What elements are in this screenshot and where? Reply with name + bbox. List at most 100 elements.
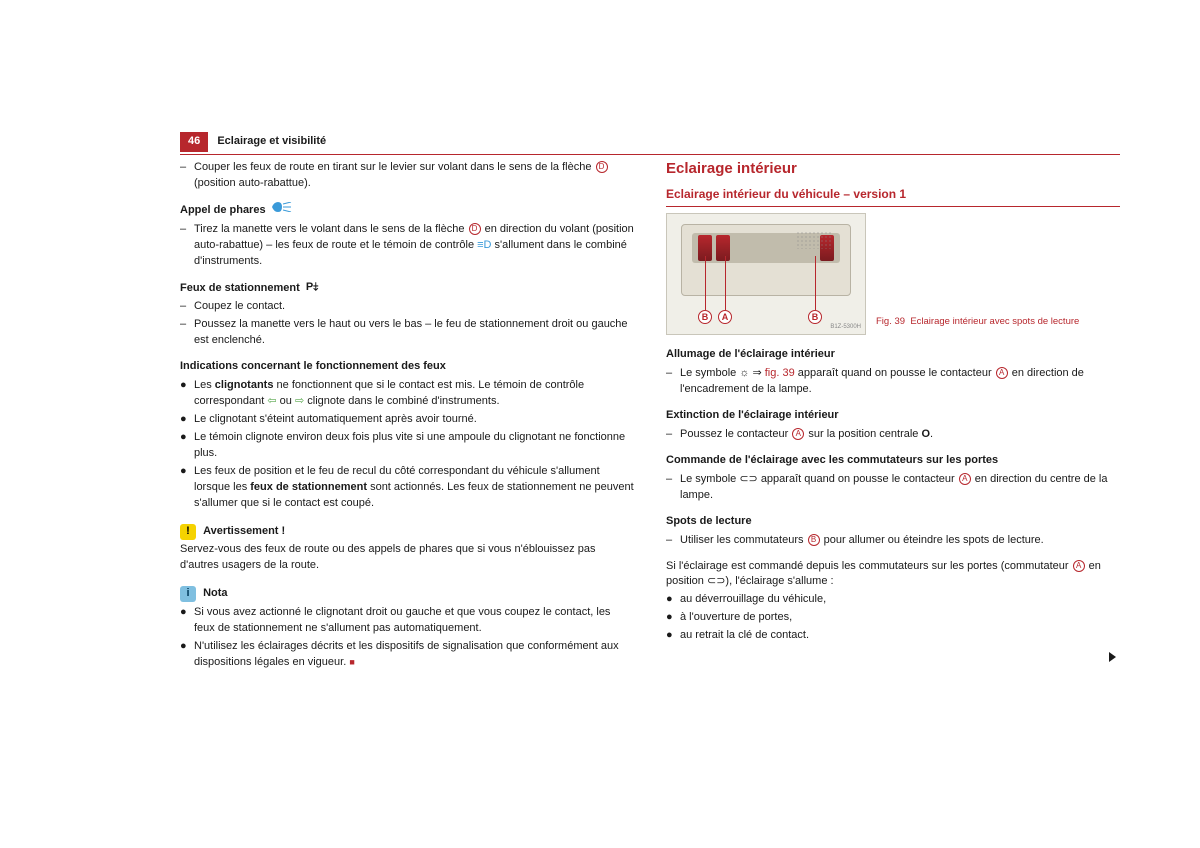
nota-title: Nota [203,586,227,602]
section-end-icon: ■ [349,657,354,667]
info-icon: i [180,586,196,602]
paragraph: Si l'éclairage est commandé depuis les c… [666,559,1120,591]
list-item: – Coupez le contact. [180,299,634,315]
high-beam-flash-icon [272,202,292,218]
item-text: Les clignotants ne fonctionnent que si l… [194,378,634,410]
page-header: 46 Eclairage et visibilité [180,132,1120,155]
item-text: Poussez le contacteur A sur la position … [680,427,933,443]
item-text: Les feux de position et le feu de recul … [194,464,634,512]
item-text: Le symbole ☼ ⇒ fig. 39 apparaît quand on… [680,366,1120,398]
bullet-marker: ● [180,464,194,512]
figure-block: B A B B1Z-5300H Fig. 39 Eclairage intéri… [666,213,1120,335]
bullet-item: ● au retrait la clé de contact. [666,628,1120,644]
warning-block: ! Avertissement ! [180,524,634,541]
bullet-item: ● Les clignotants ne fonctionnent que si… [180,378,634,410]
callout-D: D [469,223,481,235]
item-text: N'utilisez les éclairages décrits et les… [194,639,634,671]
warning-icon: ! [180,524,196,540]
nota-block: i Nota [180,586,634,603]
section-heading: Appel de phares [180,202,634,219]
light-on-icon: ☼ [739,367,749,379]
list-item: – Poussez la manette vers le haut ou ver… [180,317,634,349]
left-column: – Couper les feux de route en tirant sur… [180,158,634,673]
dash-marker: – [180,160,194,192]
item-text: Couper les feux de route en tirant sur l… [194,160,634,192]
list-item: – Couper les feux de route en tirant sur… [180,160,634,192]
bullet-item: ● Les feux de position et le feu de recu… [180,464,634,512]
turn-left-icon: ⇦ [267,395,276,407]
dash-marker: – [666,533,680,549]
section-heading: Extinction de l'éclairage intérieur [666,408,1120,424]
turn-right-icon: ⇨ [295,395,304,407]
figure-code: B1Z-5300H [830,323,861,332]
figure-label-A: A [718,310,732,324]
figure-label-B: B [808,310,822,324]
section-heading: Spots de lecture [666,514,1120,530]
item-text: Coupez le contact. [194,299,285,315]
dash-marker: – [666,427,680,443]
figure-image: B A B B1Z-5300H [666,213,866,335]
item-text: au retrait la clé de contact. [680,628,809,644]
header-title: Eclairage et visibilité [217,134,326,150]
high-beam-icon: ≡D [477,239,491,251]
list-item: – Tirez la manette vers le volant dans l… [180,222,634,270]
item-text: Le témoin clignote environ deux fois plu… [194,430,634,462]
bullet-item: ● au déverrouillage du véhicule, [666,592,1120,608]
section-heading: Allumage de l'éclairage intérieur [666,347,1120,363]
warning-body: Servez-vous des feux de route ou des app… [180,542,634,574]
bullet-marker: ● [180,605,194,637]
list-item: – Poussez le contacteur A sur la positio… [666,427,1120,443]
fig-reference: fig. 39 [765,367,795,379]
item-text: à l'ouverture de portes, [680,610,792,626]
page-number: 46 [180,132,208,152]
callout-A: A [959,473,971,485]
bullet-marker: ● [666,592,680,608]
figure-speaker-grille [796,231,832,249]
callout-A: A [996,367,1008,379]
content-columns: – Couper les feux de route en tirant sur… [180,158,1120,673]
section-heading: Commande de l'éclairage avec les commuta… [666,453,1120,469]
item-text: Utiliser les commutateurs B pour allumer… [680,533,1044,549]
manual-page: 46 Eclairage et visibilité – Couper les … [0,0,1200,848]
item-text: Le clignotant s'éteint automatiquement a… [194,412,477,428]
section-heading: Indications concernant le fonctionnement… [180,359,634,375]
figure-panel [681,224,851,296]
figure-label-B: B [698,310,712,324]
door-switch-icon: ⊂⊃ [707,575,725,587]
parking-light-icon: P⤈ [306,280,318,296]
bullet-marker: ● [180,430,194,462]
main-heading: Eclairage intérieur [666,158,1120,180]
bullet-item: ● N'utilisez les éclairages décrits et l… [180,639,634,671]
list-item: – Le symbole ⊂⊃ apparaît quand on pousse… [666,472,1120,504]
bullet-item: ● Si vous avez actionné le clignotant dr… [180,605,634,637]
list-item: – Le symbole ☼ ⇒ fig. 39 apparaît quand … [666,366,1120,398]
dash-marker: – [180,317,194,349]
figure-caption: Fig. 39 Eclairage intérieur avec spots d… [876,315,1079,335]
bullet-marker: ● [180,412,194,428]
callout-B: B [808,534,820,546]
door-switch-icon: ⊂⊃ [739,473,757,485]
figure-leader-line [815,256,816,310]
callout-A: A [792,428,804,440]
section-heading: Feux de stationnement P⤈ [180,280,634,297]
bullet-marker: ● [180,639,194,671]
bullet-marker: ● [180,378,194,410]
warning-title: Avertissement ! [203,524,285,540]
callout-D: D [596,161,608,173]
right-column: Eclairage intérieur Eclairage intérieur … [666,158,1120,673]
figure-switch [716,235,730,261]
bullet-item: ● Le clignotant s'éteint automatiquement… [180,412,634,428]
dash-marker: – [180,299,194,315]
item-text: Le symbole ⊂⊃ apparaît quand on pousse l… [680,472,1120,504]
item-text: Poussez la manette vers le haut ou vers … [194,317,634,349]
continue-arrow-icon [1109,652,1116,662]
callout-A: A [1073,560,1085,572]
item-text: Tirez la manette vers le volant dans le … [194,222,634,270]
figure-leader-line [705,256,706,310]
dash-marker: – [666,472,680,504]
bullet-marker: ● [666,610,680,626]
bullet-item: ● à l'ouverture de portes, [666,610,1120,626]
figure-leader-line [725,256,726,310]
bullet-item: ● Le témoin clignote environ deux fois p… [180,430,634,462]
item-text: au déverrouillage du véhicule, [680,592,826,608]
